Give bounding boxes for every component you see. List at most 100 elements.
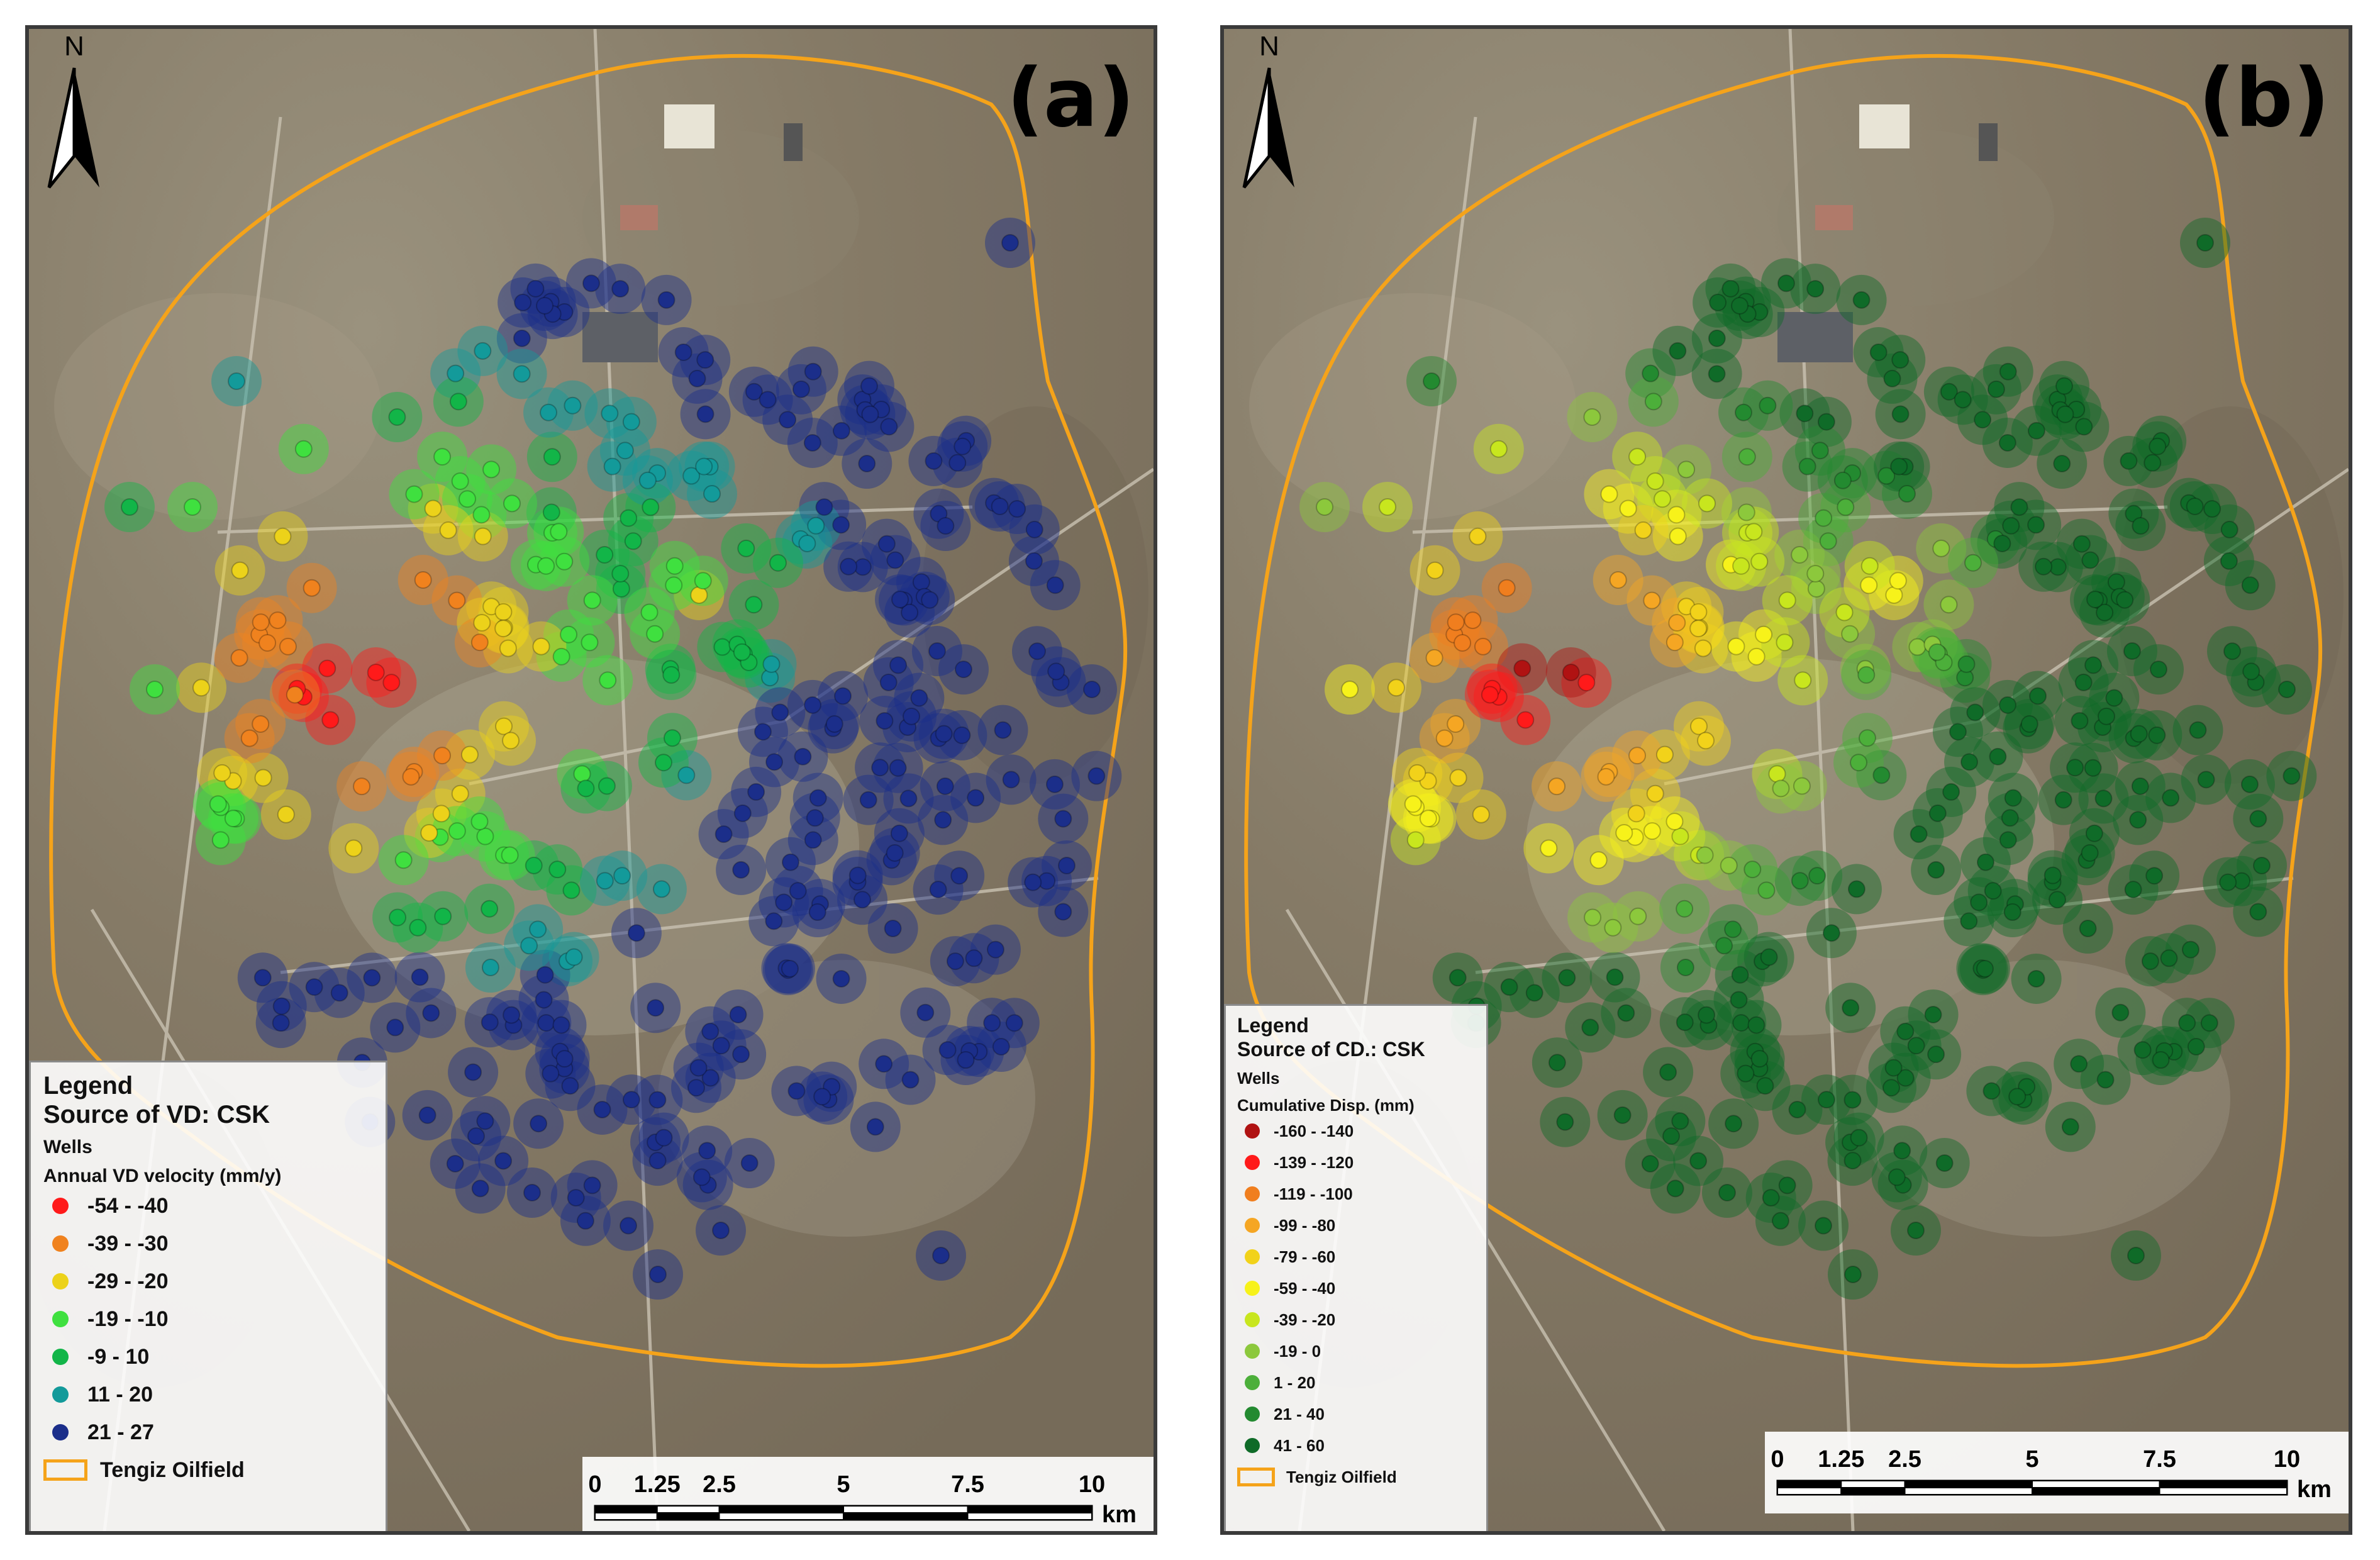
well-point[interactable] xyxy=(2200,1014,2218,1032)
well-point[interactable] xyxy=(1447,613,1465,632)
well-point[interactable] xyxy=(1954,391,1972,409)
map-panel-a[interactable]: N (a) Legend Source of VD: CSK Wells Ann… xyxy=(25,25,1157,1535)
well-point[interactable] xyxy=(2079,920,2097,938)
well-point[interactable] xyxy=(2035,557,2053,576)
well-point[interactable] xyxy=(1756,1077,1774,1095)
well-point[interactable] xyxy=(1540,839,1558,857)
well-point[interactable] xyxy=(688,369,706,387)
well-point[interactable] xyxy=(877,535,896,553)
well-point[interactable] xyxy=(861,405,879,423)
well-point[interactable] xyxy=(925,452,943,470)
well-point[interactable] xyxy=(1908,638,1927,656)
well-point[interactable] xyxy=(1890,457,1908,476)
well-point[interactable] xyxy=(2141,952,2159,971)
well-point[interactable] xyxy=(535,991,553,1009)
well-point[interactable] xyxy=(890,824,908,842)
well-point[interactable] xyxy=(414,571,432,589)
well-point[interactable] xyxy=(2181,940,2199,959)
well-point[interactable] xyxy=(957,1051,975,1069)
well-point[interactable] xyxy=(1708,365,1726,383)
well-point[interactable] xyxy=(1469,527,1487,545)
well-point[interactable] xyxy=(1498,579,1516,597)
well-point[interactable] xyxy=(598,777,616,795)
well-point[interactable] xyxy=(1667,506,1686,524)
well-point[interactable] xyxy=(482,460,501,479)
well-point[interactable] xyxy=(1924,1005,1942,1023)
well-point[interactable] xyxy=(876,711,894,730)
well-point[interactable] xyxy=(701,1022,720,1040)
well-point[interactable] xyxy=(954,660,972,679)
well-point[interactable] xyxy=(1715,937,1733,955)
well-point[interactable] xyxy=(1970,893,1988,911)
well-point[interactable] xyxy=(986,940,1004,959)
well-point[interactable] xyxy=(832,969,850,988)
well-point[interactable] xyxy=(657,291,676,309)
well-point[interactable] xyxy=(1833,471,1852,489)
well-point[interactable] xyxy=(781,960,799,978)
well-point[interactable] xyxy=(1426,561,1444,579)
well-point[interactable] xyxy=(513,365,531,383)
well-point[interactable] xyxy=(2240,775,2259,793)
well-point[interactable] xyxy=(424,499,442,518)
well-point[interactable] xyxy=(884,920,902,938)
well-point[interactable] xyxy=(1643,822,1661,840)
well-point[interactable] xyxy=(1005,1014,1023,1032)
well-point[interactable] xyxy=(448,822,466,840)
well-point[interactable] xyxy=(813,1088,831,1106)
well-point[interactable] xyxy=(695,457,713,476)
well-point[interactable] xyxy=(1662,1127,1681,1145)
well-point[interactable] xyxy=(1659,1063,1677,1081)
well-point[interactable] xyxy=(402,767,420,786)
well-point[interactable] xyxy=(804,831,822,849)
well-point[interactable] xyxy=(804,362,822,381)
well-point[interactable] xyxy=(564,396,582,415)
well-point[interactable] xyxy=(230,649,248,667)
well-point[interactable] xyxy=(1735,403,1753,421)
well-point[interactable] xyxy=(1927,861,1945,879)
well-point[interactable] xyxy=(1843,1152,1862,1170)
well-point[interactable] xyxy=(593,1100,611,1118)
well-point[interactable] xyxy=(638,471,657,489)
well-point[interactable] xyxy=(565,948,583,966)
well-point[interactable] xyxy=(696,405,715,423)
well-point[interactable] xyxy=(765,912,783,930)
well-point[interactable] xyxy=(2027,969,2045,988)
well-point[interactable] xyxy=(240,729,259,747)
well-point[interactable] xyxy=(2148,726,2166,744)
well-point[interactable] xyxy=(2278,681,2296,698)
well-point[interactable] xyxy=(1982,1082,2001,1100)
well-point[interactable] xyxy=(2107,573,2125,591)
well-point[interactable] xyxy=(627,924,645,942)
well-point[interactable] xyxy=(1843,1091,1862,1109)
well-point[interactable] xyxy=(1872,766,1891,784)
well-point[interactable] xyxy=(520,937,538,955)
well-point[interactable] xyxy=(1087,767,1106,785)
well-point[interactable] xyxy=(1671,1112,1689,1130)
well-point[interactable] xyxy=(2085,824,2103,842)
well-point[interactable] xyxy=(2081,844,2099,862)
well-point[interactable] xyxy=(832,421,850,440)
well-point[interactable] xyxy=(654,754,672,772)
well-point[interactable] xyxy=(601,404,619,423)
well-point[interactable] xyxy=(732,861,750,879)
well-point[interactable] xyxy=(2162,789,2180,807)
well-point[interactable] xyxy=(1817,1091,1835,1109)
well-point[interactable] xyxy=(603,457,621,476)
well-point[interactable] xyxy=(2253,857,2271,874)
well-point[interactable] xyxy=(599,671,617,689)
well-point[interactable] xyxy=(1772,779,1790,798)
well-point[interactable] xyxy=(596,546,614,564)
well-point[interactable] xyxy=(616,442,634,460)
well-point[interactable] xyxy=(1806,565,1825,583)
well-point[interactable] xyxy=(543,448,561,466)
well-point[interactable] xyxy=(1898,485,1916,503)
well-point[interactable] xyxy=(1513,659,1532,677)
well-point[interactable] xyxy=(781,853,799,871)
well-point[interactable] xyxy=(1379,498,1396,516)
well-point[interactable] xyxy=(277,805,295,823)
well-point[interactable] xyxy=(582,274,600,292)
well-point[interactable] xyxy=(305,978,323,996)
well-point[interactable] xyxy=(2130,725,2148,743)
well-point[interactable] xyxy=(2111,1003,2130,1022)
well-point[interactable] xyxy=(840,557,858,576)
